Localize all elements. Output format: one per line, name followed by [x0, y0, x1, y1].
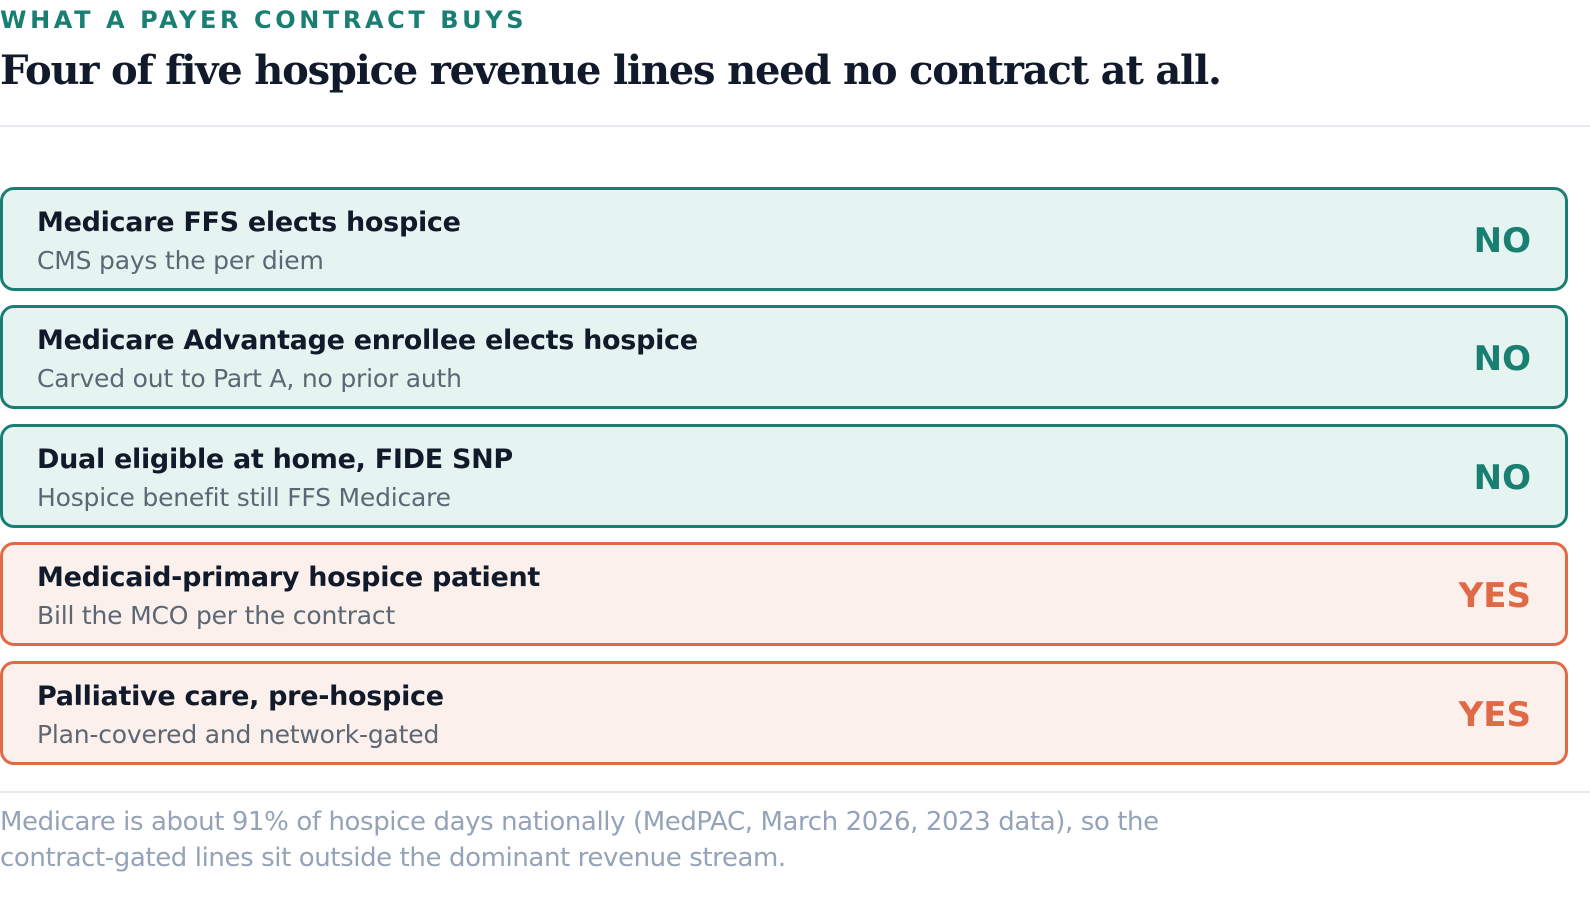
revenue-line-title: Medicare FFS elects hospice: [37, 207, 461, 238]
revenue-line-subtitle: Hospice benefit still FFS Medicare: [37, 482, 451, 512]
contract-needed-badge: NO: [1473, 457, 1531, 498]
eyebrow-label: WHAT A PAYER CONTRACT BUYS: [0, 6, 528, 34]
page-title: Four of five hospice revenue lines need …: [0, 47, 1222, 94]
header-divider: [0, 125, 1590, 127]
revenue-line-subtitle: CMS pays the per diem: [37, 246, 324, 275]
revenue-line-title: Palliative care, pre-hospice: [37, 680, 444, 712]
contract-needed-badge: YES: [1458, 576, 1531, 617]
footnote: Medicare is about 91% of hospice days na…: [0, 807, 1159, 873]
revenue-line-subtitle: Plan-covered and network-gated: [37, 719, 440, 749]
revenue-line-dual-eligible: Dual eligible at home, FIDE SNP Hospice …: [0, 423, 1568, 528]
contract-needed-badge: YES: [1458, 694, 1531, 735]
contract-needed-badge: NO: [1473, 339, 1531, 380]
revenue-line-palliative-care: Palliative care, pre-hospice Plan-covere…: [0, 660, 1568, 765]
revenue-line-medicare-ffs: Medicare FFS elects hospice CMS pays the…: [0, 187, 1568, 291]
revenue-line-medicaid-primary: Medicaid-primary hospice patient Bill th…: [0, 542, 1568, 647]
revenue-line-medicare-advantage: Medicare Advantage enrollee elects hospi…: [0, 305, 1568, 410]
revenue-line-subtitle: Bill the MCO per the contract: [37, 601, 396, 631]
contract-needed-badge: NO: [1473, 221, 1531, 261]
revenue-lines-list: Medicare FFS elects hospice CMS pays the…: [0, 187, 1568, 779]
footer-divider: [0, 791, 1590, 793]
revenue-line-title: Dual eligible at home, FIDE SNP: [37, 443, 513, 475]
revenue-line-title: Medicare Advantage enrollee elects hospi…: [37, 325, 698, 357]
revenue-line-title: Medicaid-primary hospice patient: [37, 562, 541, 594]
revenue-line-subtitle: Carved out to Part A, no prior auth: [37, 364, 462, 394]
